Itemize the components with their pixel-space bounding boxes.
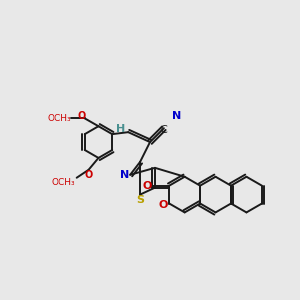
Text: C: C bbox=[160, 125, 167, 135]
Text: OCH₃: OCH₃ bbox=[47, 114, 71, 123]
Text: S: S bbox=[136, 194, 144, 205]
Text: O: O bbox=[84, 170, 93, 180]
Text: H: H bbox=[116, 124, 125, 134]
Text: O: O bbox=[159, 200, 168, 211]
Text: OCH₃: OCH₃ bbox=[51, 178, 75, 187]
Text: O: O bbox=[143, 181, 152, 191]
Text: N: N bbox=[120, 170, 129, 180]
Text: N: N bbox=[172, 111, 182, 121]
Text: O: O bbox=[77, 111, 86, 121]
